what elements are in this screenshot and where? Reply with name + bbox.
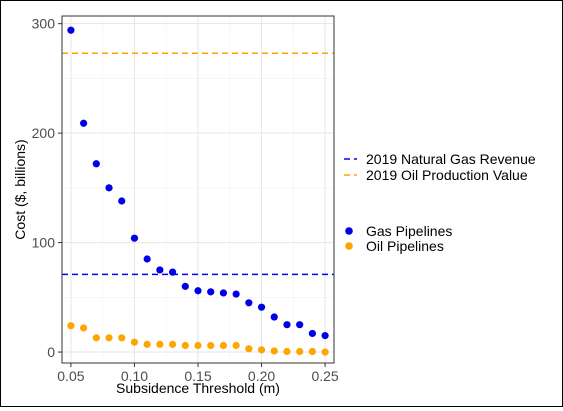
oil-pipelines-point xyxy=(219,341,228,350)
y-tick-label: 100 xyxy=(32,235,56,251)
oil-pipelines-point xyxy=(232,341,240,350)
grid xyxy=(62,16,334,363)
oil-pipelines-point xyxy=(321,348,329,356)
gas-pipelines-point xyxy=(283,321,291,329)
gas-pipelines-point xyxy=(105,184,113,192)
gas-pipelines-point xyxy=(308,329,316,338)
oil-pipelines-point xyxy=(67,322,75,330)
oil-pipelines-point xyxy=(181,341,189,350)
x-tick-label: 0.20 xyxy=(248,368,275,384)
gas-pipelines-point xyxy=(245,299,253,307)
legend-label: 2019 Natural Gas Revenue xyxy=(366,151,536,167)
reference-lines xyxy=(62,52,334,276)
gas-pipelines-point xyxy=(92,160,100,168)
data-points xyxy=(67,26,329,356)
y-tick-label: 0 xyxy=(47,344,55,360)
oil-pipelines-point xyxy=(257,346,266,354)
gas-pipelines-point xyxy=(207,288,215,296)
y-tick-label: 300 xyxy=(32,16,56,32)
legend-label: Oil Pipelines xyxy=(366,238,444,254)
gas-pipelines-point xyxy=(118,197,126,205)
oil-pipelines-point xyxy=(283,347,291,356)
oil-pipelines-point xyxy=(92,334,100,342)
y-tick-label: 200 xyxy=(32,125,56,141)
oil-pipelines-point xyxy=(156,340,164,348)
gas-pipelines-point xyxy=(219,289,228,297)
oil-pipelines-point xyxy=(130,338,139,346)
oil-pipelines-point xyxy=(118,334,126,342)
legend-label: Gas Pipelines xyxy=(366,223,452,239)
x-tick-label: 0.15 xyxy=(184,368,211,384)
y-axis-label: Cost ($, billions) xyxy=(12,139,28,239)
oil-pipelines-point xyxy=(143,340,151,348)
legend-label: 2019 Oil Production Value xyxy=(366,167,528,183)
gas-pipelines-point xyxy=(181,282,189,290)
x-tick-label: 0.25 xyxy=(311,368,338,384)
oil-pipelines-point xyxy=(168,340,177,348)
oil-pipelines-point xyxy=(308,347,316,356)
legend-key-point xyxy=(345,227,353,235)
x-tick-label: 0.05 xyxy=(57,368,84,384)
legend-key-point xyxy=(345,242,353,250)
gas-pipelines-point xyxy=(143,255,151,263)
gas-pipelines-point xyxy=(296,321,304,329)
gas-pipelines-point xyxy=(270,313,278,321)
x-tick-label: 0.10 xyxy=(121,368,148,384)
gas-pipelines-point xyxy=(194,287,202,295)
oil-pipelines-point xyxy=(80,324,88,332)
oil-pipelines-point xyxy=(194,341,202,350)
oil-pipelines-point xyxy=(245,345,253,353)
axes: 0.05 0.10 0.15 0.20 0.25 0 100 200 300 xyxy=(32,16,339,384)
gas-pipelines-point xyxy=(80,119,88,127)
oil-pipelines-point xyxy=(296,347,304,356)
oil-pipelines-point xyxy=(270,347,278,355)
oil-pipelines-point xyxy=(207,341,215,350)
gas-pipelines-point xyxy=(232,290,240,298)
gas-pipelines-point xyxy=(168,268,177,276)
gas-pipelines-point xyxy=(67,26,75,34)
gas-pipelines-point xyxy=(257,303,266,311)
gas-pipelines-point xyxy=(130,234,139,242)
oil-pipelines-point xyxy=(105,334,113,342)
x-axis-label: Subsidence Threshold (m) xyxy=(116,380,280,396)
gas-pipelines-point xyxy=(321,332,329,340)
gas-pipelines-point xyxy=(156,266,164,274)
